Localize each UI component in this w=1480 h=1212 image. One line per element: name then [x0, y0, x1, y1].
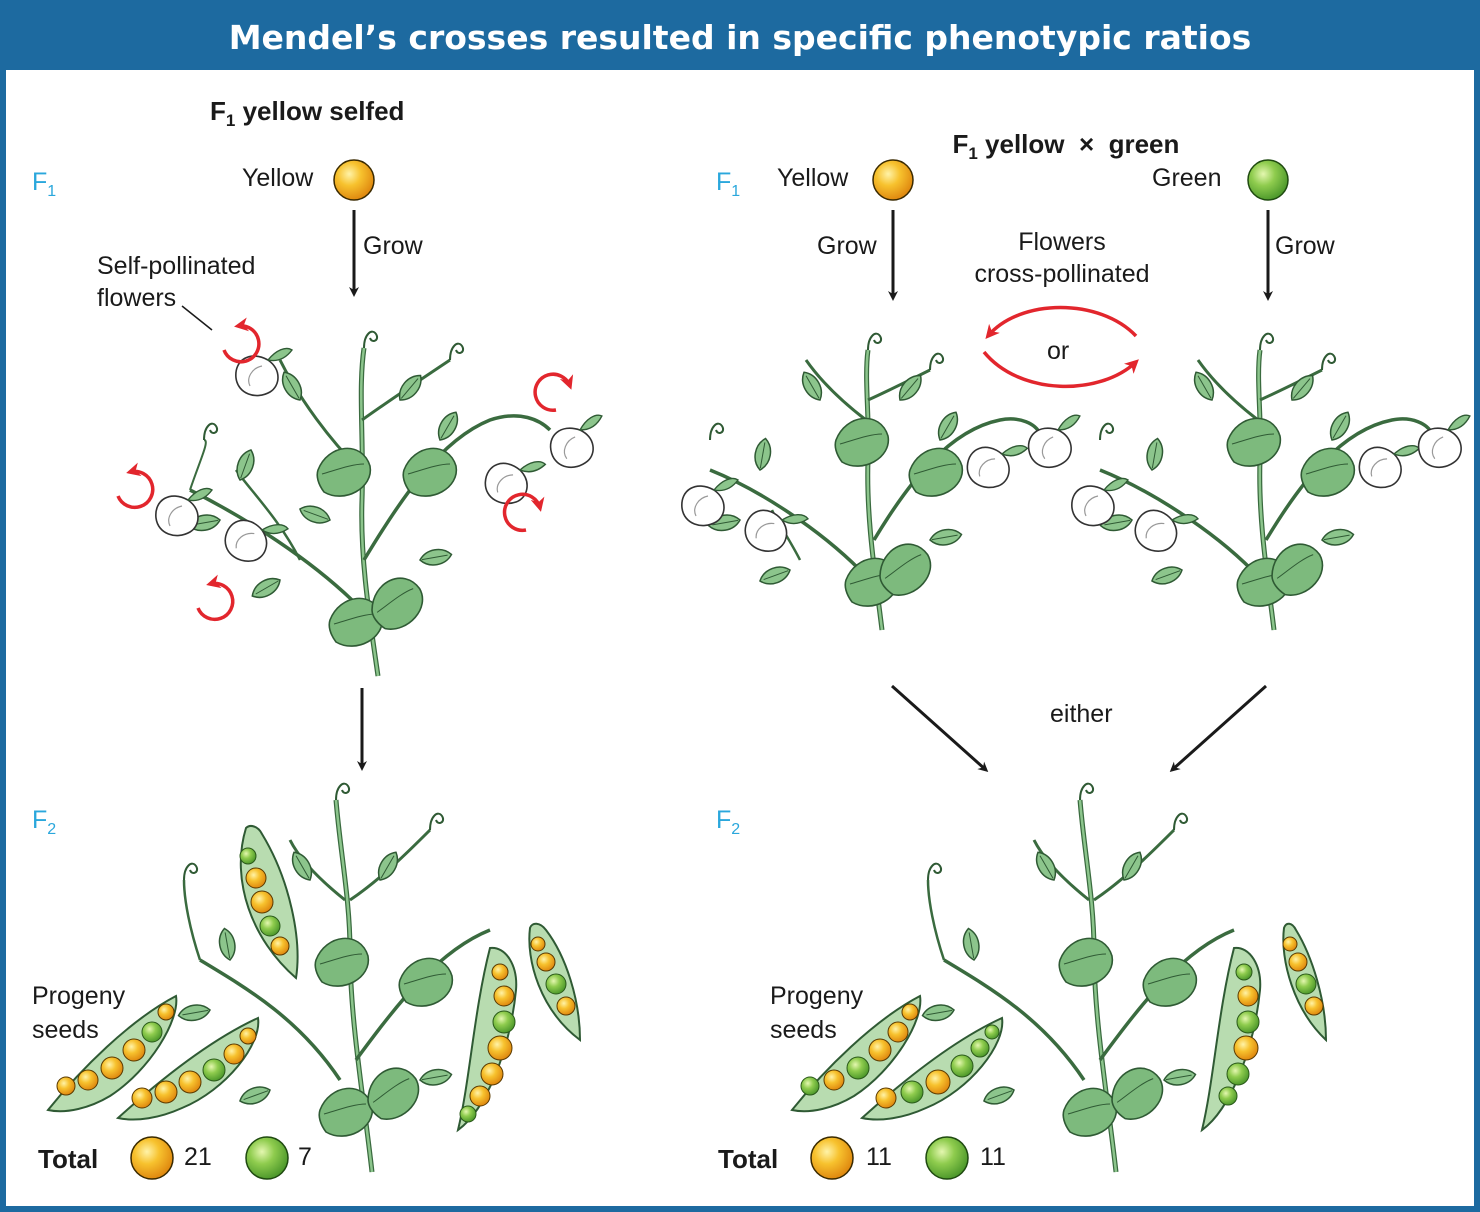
self-pollinated-label-line2: flowers	[97, 284, 177, 312]
right-total-yellow-count: 11	[866, 1143, 892, 1171]
cross-pollinated-label-line2: cross-pollinated	[974, 260, 1150, 288]
right-total-yellow-seed-icon	[810, 1136, 854, 1180]
left-f1-plant	[155, 330, 611, 677]
left-f2-generation-label: F2	[32, 806, 57, 838]
left-grow-label: Grow	[363, 232, 423, 260]
cross-pollination-arrows	[982, 305, 1139, 388]
self-pollinated-label-line1: Self-pollinated	[97, 252, 256, 280]
right-f1-yellow-plant	[681, 332, 1089, 631]
right-f1-green-plant	[1071, 332, 1479, 631]
right-f1-green-seed-icon	[1247, 159, 1289, 201]
right-total-green-seed-icon	[925, 1136, 969, 1180]
right-pod-1	[790, 994, 922, 1113]
left-pod-2	[115, 1016, 260, 1121]
self-pollinated-leader-line	[181, 305, 213, 331]
left-total-yellow-count: 21	[184, 1143, 212, 1171]
left-f1-yellow-label: Yellow	[242, 164, 314, 192]
left-panel-heading: F1 yellow selfed	[210, 96, 405, 131]
left-f2-plant	[46, 782, 582, 1173]
either-label: either	[1050, 700, 1113, 728]
right-f1-yellow-seed-icon	[872, 159, 914, 201]
left-f1-yellow-seed-icon	[333, 159, 375, 201]
left-total-green-seed-icon	[245, 1136, 289, 1180]
right-f1-yellow-label: Yellow	[777, 164, 849, 192]
figure-title: Mendel’s crosses resulted in specific ph…	[6, 6, 1474, 70]
left-f1-generation-label: F1	[32, 168, 57, 200]
or-label: or	[1047, 337, 1070, 365]
right-pod-2	[859, 1016, 1004, 1121]
right-total-label: Total	[718, 1144, 779, 1174]
either-arrow-right	[1169, 684, 1267, 772]
left-pod-5	[528, 922, 582, 1043]
left-total-green-count: 7	[298, 1143, 312, 1171]
self-pollination-arrows	[116, 317, 574, 622]
left-progeny-label-line1: Progeny	[32, 982, 126, 1010]
right-grow-label-right: Grow	[1275, 232, 1335, 260]
left-pod-4	[456, 946, 518, 1133]
right-progeny-label-line1: Progeny	[770, 982, 864, 1010]
right-f2-plant	[790, 782, 1328, 1173]
right-panel-heading: F1 yellow × green	[952, 129, 1180, 164]
right-grow-label-left: Grow	[817, 232, 877, 260]
left-total-label: Total	[38, 1144, 99, 1174]
cross-pollinated-label-line1: Flowers	[1018, 228, 1106, 256]
left-pod-1	[46, 994, 178, 1113]
right-f1-generation-label: F1	[716, 168, 741, 200]
right-f2-generation-label: F2	[716, 806, 741, 838]
left-progeny-label-line2: seeds	[32, 1016, 99, 1044]
right-pod-4	[1282, 922, 1328, 1043]
right-pod-3	[1200, 946, 1262, 1133]
right-f1-green-label: Green	[1152, 164, 1222, 192]
right-progeny-label-line2: seeds	[770, 1016, 837, 1044]
left-total-yellow-seed-icon	[130, 1136, 174, 1180]
either-arrow-left	[891, 684, 989, 772]
right-total-green-count: 11	[980, 1143, 1006, 1171]
left-pod-3	[239, 825, 299, 980]
